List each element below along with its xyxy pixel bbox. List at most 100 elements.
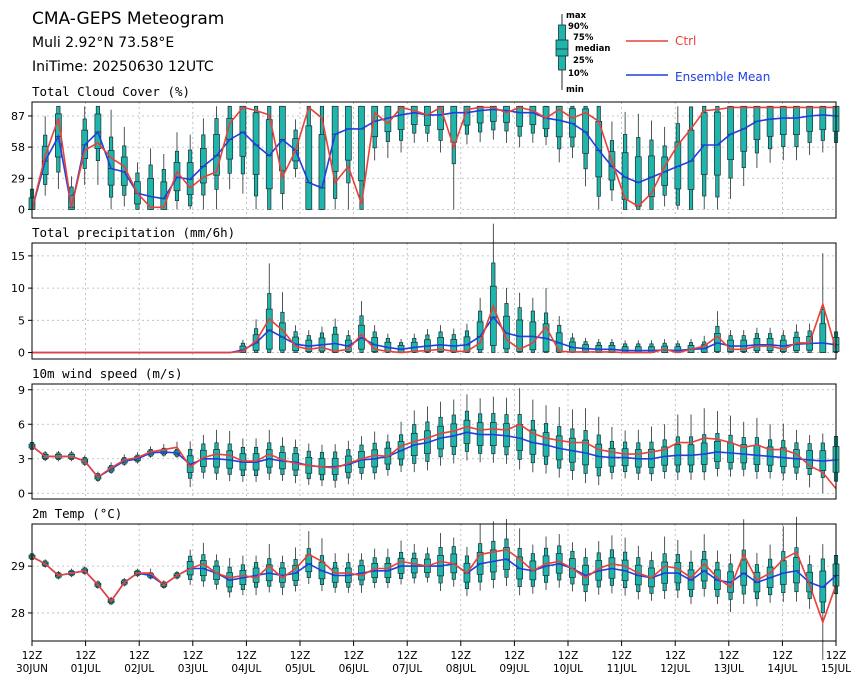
- ctrl-line: [32, 301, 837, 354]
- box-whisker: [397, 105, 405, 153]
- y-tick-label: 58: [11, 141, 25, 154]
- box-whisker: [806, 435, 813, 488]
- box-whisker: [674, 106, 682, 210]
- x-tick-hour: 12Z: [75, 650, 96, 662]
- panel-frame: [31, 383, 837, 500]
- x-tick-hour: 12Z: [343, 650, 364, 662]
- x-tick-date: 07JUL: [392, 663, 422, 675]
- box-whisker: [226, 105, 234, 190]
- box-whisker: [410, 333, 418, 353]
- x-tick-hour: 12Z: [504, 650, 525, 662]
- box-whisker: [503, 519, 510, 586]
- box-whisker: [753, 105, 761, 168]
- box-whisker: [279, 292, 286, 353]
- legend-ctrl-label: Ctrl: [675, 34, 696, 48]
- box-whisker: [700, 105, 708, 210]
- panel-2: 10m wind speed (m/s) 0 3 6 9: [18, 366, 840, 500]
- init-time-label: IniTime: 20250630 12UTC: [32, 59, 214, 75]
- box-whisker: [516, 292, 524, 353]
- box-whisker: [779, 105, 787, 161]
- panel-title: 2m Temp (°C): [32, 506, 122, 521]
- box-whisker: [424, 329, 431, 353]
- ctrl-line: [31, 423, 837, 490]
- x-tick-date: 05JUL: [285, 663, 315, 675]
- x-tick-hour: 12Z: [236, 650, 257, 662]
- y-tick-label: 10: [11, 282, 25, 295]
- y-tick-label: 0: [18, 347, 25, 360]
- x-tick-date: 06JUL: [339, 663, 369, 675]
- panel-title: 10m wind speed (m/s): [32, 366, 183, 381]
- ensemble-mean-line: [31, 431, 837, 479]
- panel-frame: [31, 523, 837, 642]
- x-tick-hour: 12Z: [772, 650, 793, 662]
- x-tick-hour: 12Z: [558, 650, 579, 662]
- box-whisker: [358, 105, 365, 210]
- panel-frame: [31, 242, 837, 360]
- box-whisker: [542, 405, 550, 474]
- x-tick-date: 02JUL: [124, 663, 154, 675]
- box-whisker: [279, 105, 286, 210]
- box-whisker: [714, 311, 721, 353]
- ensemble-mean-line: [31, 108, 837, 210]
- x-axis: 12Z30JUN12Z01JUL12Z02JUL12Z03JUL12Z04JUL…: [16, 641, 851, 675]
- box-whisker: [503, 397, 510, 464]
- panel-3: 2m Temp (°C) 28 29: [11, 506, 840, 660]
- box-whisker: [503, 287, 510, 353]
- box-whisker: [819, 433, 827, 494]
- box-whisker: [450, 328, 458, 353]
- box-whisker: [489, 521, 497, 589]
- box-whisker: [793, 324, 800, 353]
- box-whisker: [331, 105, 339, 210]
- box-whisker: [489, 105, 497, 140]
- box-whisker: [437, 325, 444, 353]
- box-whisker: [621, 111, 629, 210]
- x-tick-hour: 12Z: [22, 650, 43, 662]
- box-whisker: [608, 427, 616, 480]
- x-tick-hour: 12Z: [397, 650, 418, 662]
- box-whisker: [766, 327, 774, 353]
- box-whisker: [793, 105, 800, 161]
- box-whisker: [806, 105, 813, 156]
- y-tick-label: 3: [18, 453, 25, 466]
- legend-min: min: [566, 85, 584, 95]
- box-whisker: [595, 416, 603, 486]
- box-whisker: [424, 105, 431, 142]
- x-tick-date: 10JUL: [553, 663, 583, 675]
- box-whisker: [265, 105, 273, 210]
- legend-median: median: [575, 44, 610, 54]
- box-whisker: [648, 120, 655, 210]
- box-whisker: [450, 537, 458, 587]
- box-whisker: [305, 105, 313, 210]
- box-whisker: [450, 105, 458, 210]
- box-whisker: [569, 409, 576, 480]
- ctrl-line: [31, 106, 836, 210]
- box-whisker: [714, 105, 721, 210]
- box-whisker: [608, 339, 616, 353]
- x-tick-date: 03JUL: [178, 663, 208, 675]
- y-tick-label: 0: [18, 487, 25, 500]
- location-label: Muli 2.92°N 73.58°E: [32, 35, 174, 51]
- box-whisker: [569, 105, 576, 159]
- x-tick-date: 08JUL: [446, 663, 476, 675]
- box-whisker: [819, 544, 827, 660]
- y-tick-label: 29: [11, 560, 25, 573]
- box-whisker: [186, 134, 194, 210]
- legend: max 90% 75% median 25% 10% min Ctrl Ense…: [555, 11, 770, 95]
- y-tick-label: 29: [11, 172, 25, 185]
- y-tick-label: 28: [11, 607, 25, 620]
- box-whisker: [714, 411, 721, 477]
- x-tick-hour: 12Z: [611, 650, 632, 662]
- panel-0: Total Cloud Cover (%) 0 29 58 87: [11, 84, 840, 219]
- box-whisker: [252, 319, 260, 353]
- box-whisker: [516, 388, 524, 470]
- legend-p10: 10%: [568, 69, 589, 79]
- box-whisker: [239, 105, 247, 194]
- x-tick-date: 30JUN: [16, 663, 48, 675]
- box-whisker: [582, 338, 589, 353]
- box-whisker: [779, 526, 787, 602]
- x-tick-hour: 12Z: [290, 650, 311, 662]
- box-whisker: [318, 444, 326, 487]
- box-whisker: [766, 105, 774, 163]
- panel-frame: [31, 101, 837, 219]
- x-tick-hour: 12Z: [826, 650, 847, 662]
